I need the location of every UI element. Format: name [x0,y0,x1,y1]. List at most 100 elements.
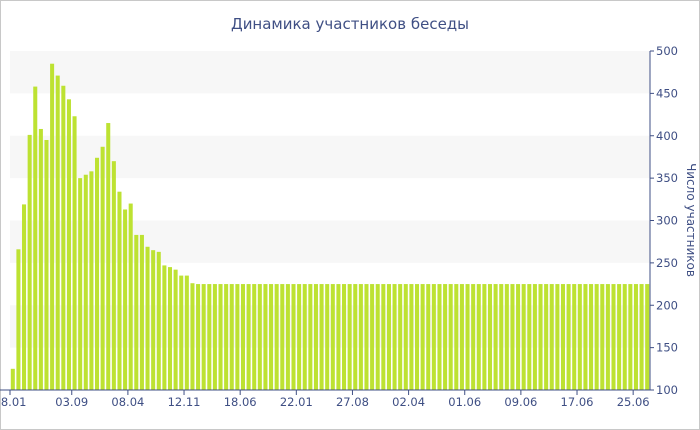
bar [139,234,144,390]
bar [128,203,133,390]
bar [162,265,167,390]
bar [274,284,279,390]
bar [364,284,369,390]
x-tick-label: 17.06 [561,395,594,409]
bar [589,284,594,390]
bar [145,246,150,390]
bar [358,284,363,390]
grid-bands [10,51,650,348]
bar-series [10,63,650,391]
x-tick-label: 03.09 [55,395,88,409]
grid-band [10,305,650,348]
bar [454,284,459,390]
bar [151,250,156,390]
bar [229,284,234,390]
bar [212,284,217,390]
bar [605,284,610,390]
bar [235,284,240,390]
bar [117,191,122,390]
y-tick-label: 100 [656,383,678,397]
bar [375,284,380,390]
bar [184,275,189,390]
bar [487,284,493,390]
bar [398,284,403,390]
bar [611,284,616,390]
bar [482,284,487,390]
bar [263,284,268,390]
bar [538,284,543,390]
bar [246,284,251,390]
chart-title: Динамика участников беседы [231,15,469,33]
bar [66,99,71,390]
bar [44,139,49,390]
bar [577,284,582,390]
bar [218,284,223,390]
x-tick-label: 22.01 [280,395,313,409]
bar [633,284,638,390]
x-tick-label: 02.04 [392,395,425,409]
bar [302,284,307,390]
bar [240,284,245,390]
bar [443,284,448,390]
bar [297,284,302,390]
bar [179,275,184,390]
x-axis-ticks: 28.01 03.09 08.04 12.11 18.06 22.01 27.08 02.04… [0,390,650,409]
bar [22,204,27,390]
bar [252,284,257,390]
bar [50,63,55,391]
bar [27,134,32,390]
bar [549,284,554,390]
x-tick-label: 09.06 [504,395,537,409]
bar [100,146,105,390]
bar [639,284,644,390]
bar [342,284,347,390]
bar [583,284,588,390]
bar [628,284,633,390]
bar [572,284,577,390]
bar [415,284,420,390]
bar [448,284,453,390]
bar [134,234,139,390]
bar [465,284,470,390]
bar [431,284,436,390]
bar [381,284,386,390]
bar [544,284,549,390]
bar [353,284,358,390]
x-tick-label: 01.06 [448,395,481,409]
bar [78,178,83,391]
bar [207,284,212,390]
x-tick-label: 28.01 [0,395,26,409]
bar [493,284,498,390]
x-tick-label: 12.11 [168,395,201,409]
y-tick-label: 200 [656,298,678,312]
bar [224,284,229,390]
y-tick-label: 350 [656,171,678,185]
y-tick-label: 150 [656,341,678,355]
bar [476,284,481,390]
bar [83,174,88,390]
bar [392,284,397,390]
bar [504,284,509,390]
grid-band [10,220,650,263]
bar [201,284,206,390]
bar [16,249,21,390]
bar [336,284,341,390]
bar [600,284,605,390]
bar [403,284,408,390]
bar [10,368,15,390]
bar [409,284,414,390]
bar [566,284,571,390]
bar [521,284,526,390]
bar [61,85,66,390]
bar [645,284,650,390]
bar [269,284,274,390]
bar [319,284,324,390]
bar [622,284,627,390]
bar [330,284,335,390]
y-tick-label: 500 [656,44,678,58]
bar [55,75,60,390]
bar [111,161,116,390]
bar [510,284,515,390]
bar [308,284,313,390]
bar [325,284,330,390]
